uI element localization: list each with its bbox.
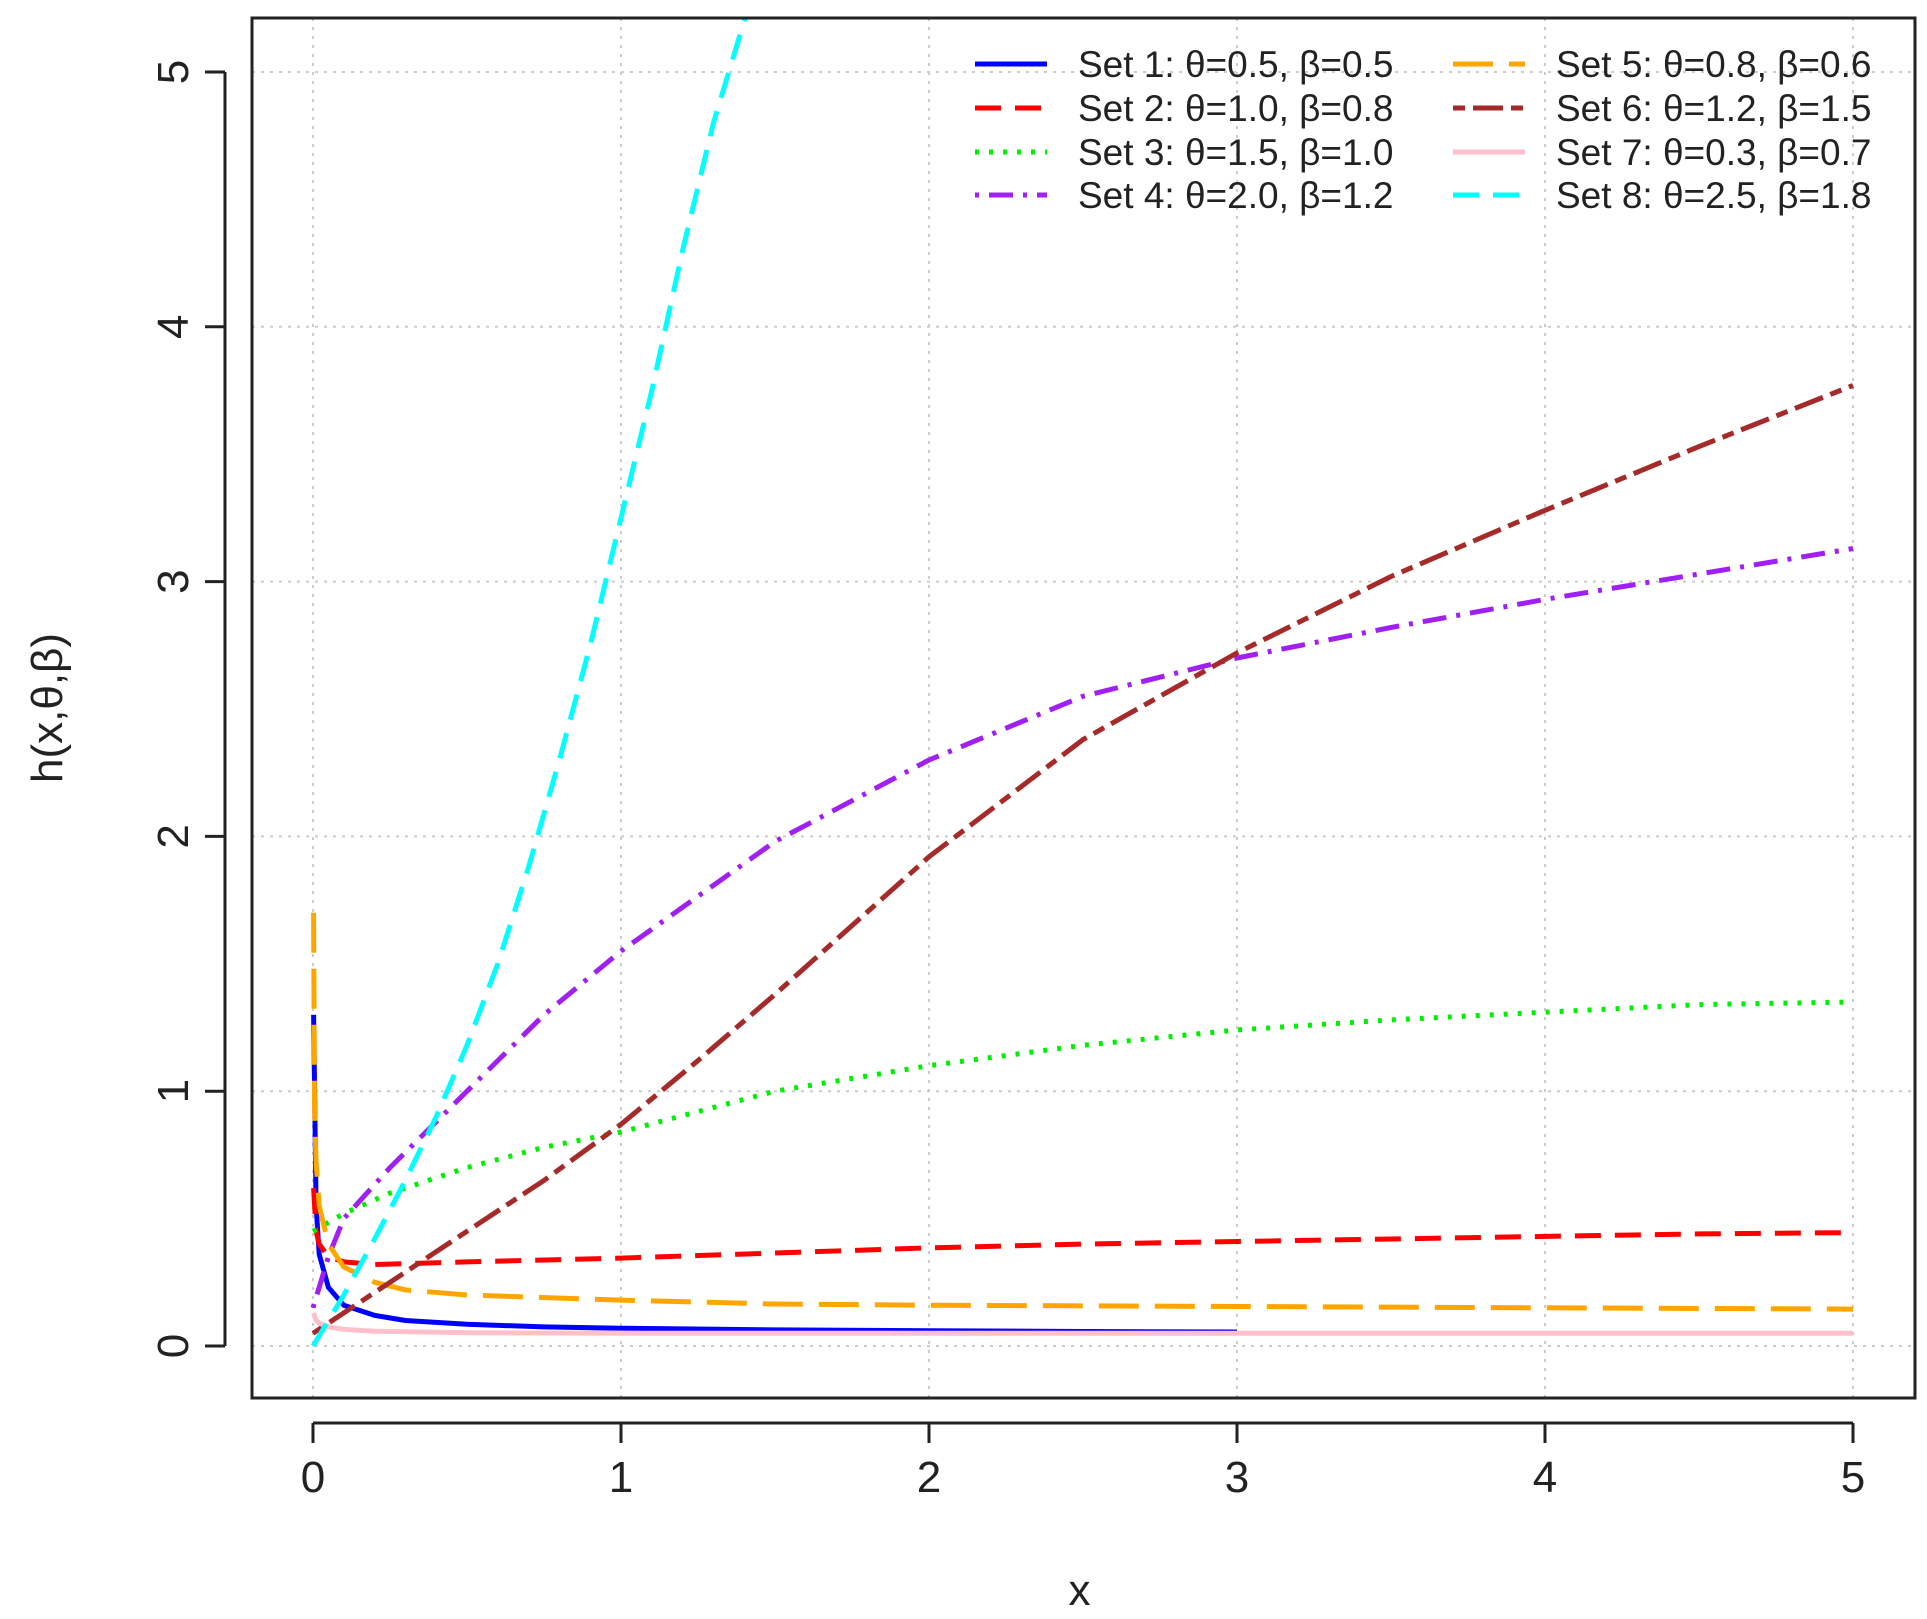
series-line-set-2 bbox=[311, 1187, 1854, 1267]
x-tick-label: 3 bbox=[1225, 1453, 1249, 1502]
y-tick-label: 2 bbox=[149, 824, 198, 848]
x-tick-label: 5 bbox=[1841, 1453, 1865, 1502]
series-line-set-7 bbox=[311, 1312, 1853, 1336]
grid bbox=[252, 18, 1915, 1398]
x-axis-title: x bbox=[1069, 1566, 1091, 1615]
x-tick-label: 2 bbox=[917, 1453, 941, 1502]
series-line-set-3 bbox=[311, 999, 1854, 1234]
series-line-set-4 bbox=[310, 546, 1854, 1309]
series-line-set-8 bbox=[310, 18, 748, 1348]
y-axis-title: h(x,θ,β) bbox=[23, 633, 72, 783]
legend-label-set-1: Set 1: θ=0.5, β=0.5 bbox=[1078, 44, 1393, 85]
plot-frame bbox=[250, 16, 1917, 1400]
axes: 0 1 2 3 4 5 0 1 2 3 4 5 bbox=[149, 60, 1865, 1502]
legend-label-set-7: Set 7: θ=0.3, β=0.7 bbox=[1556, 132, 1871, 173]
legend-label-set-3: Set 3: θ=1.5, β=1.0 bbox=[1078, 132, 1393, 173]
y-tick-label: 0 bbox=[149, 1334, 198, 1358]
legend-label-set-8: Set 8: θ=2.5, β=1.8 bbox=[1556, 175, 1871, 216]
legend-label-set-4: Set 4: θ=2.0, β=1.2 bbox=[1078, 175, 1393, 216]
y-tick-label: 4 bbox=[149, 315, 198, 339]
y-tick-label: 3 bbox=[149, 569, 198, 593]
plot-series bbox=[310, 18, 1854, 1348]
series-line-set-6 bbox=[311, 383, 1854, 1336]
x-tick-label: 4 bbox=[1533, 1453, 1557, 1502]
x-tick-label: 0 bbox=[301, 1453, 325, 1502]
series-line-set-1 bbox=[311, 1014, 1238, 1335]
series-line-set-5 bbox=[311, 912, 1854, 1312]
legend-label-set-6: Set 6: θ=1.2, β=1.5 bbox=[1556, 88, 1871, 129]
y-tick-label: 5 bbox=[149, 60, 198, 84]
x-tick-label: 1 bbox=[609, 1453, 633, 1502]
legend-label-set-2: Set 2: θ=1.0, β=0.8 bbox=[1078, 88, 1393, 129]
legend-label-set-5: Set 5: θ=0.8, β=0.6 bbox=[1556, 44, 1871, 85]
y-tick-label: 1 bbox=[149, 1079, 198, 1103]
